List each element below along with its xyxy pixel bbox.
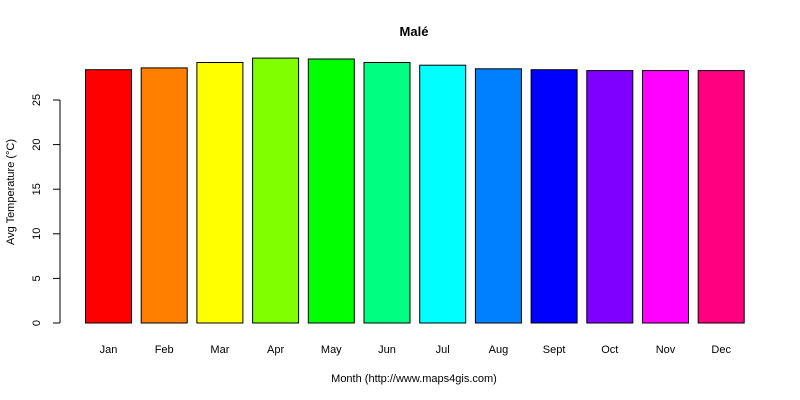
bar-jun bbox=[363, 62, 411, 324]
bar-may bbox=[307, 58, 355, 324]
y-axis: 0 5 10 15 20 25 bbox=[31, 94, 61, 326]
bar-oct bbox=[586, 70, 634, 324]
bar-jul bbox=[419, 64, 467, 324]
bars-group bbox=[85, 57, 745, 324]
bar-aug bbox=[474, 68, 522, 324]
y-tick-label-0: 0 bbox=[31, 320, 43, 326]
x-tick-label-jan: Jan bbox=[100, 344, 118, 356]
chart-title: Malé bbox=[400, 24, 429, 39]
x-tick-label-nov: Nov bbox=[656, 344, 676, 356]
bar-mar bbox=[196, 62, 244, 324]
x-tick-label-mar: Mar bbox=[210, 344, 229, 356]
y-axis-label: Avg Temperature (°C) bbox=[5, 139, 17, 245]
y-tick-label-25: 25 bbox=[31, 94, 43, 106]
bar-jan bbox=[85, 69, 132, 324]
y-tick-label-10: 10 bbox=[31, 228, 43, 240]
x-tick-labels: Jan Feb Mar Apr May Jun Jul Aug Sept Oct Nov Dec bbox=[100, 344, 732, 356]
bar-nov bbox=[642, 70, 689, 324]
x-tick-label-apr: Apr bbox=[267, 344, 284, 356]
x-tick-label-oct: Oct bbox=[601, 344, 618, 356]
y-tick-label-5: 5 bbox=[31, 275, 43, 281]
bar-apr bbox=[252, 57, 300, 324]
y-tick-label-20: 20 bbox=[31, 138, 43, 150]
x-tick-label-aug: Aug bbox=[489, 344, 509, 356]
x-tick-label-jul: Jul bbox=[436, 344, 450, 356]
bar-sept bbox=[530, 69, 578, 324]
bar-dec bbox=[697, 70, 745, 324]
x-tick-label-jun: Jun bbox=[378, 344, 396, 356]
x-axis-label: Month (http://www.maps4gis.com) bbox=[331, 373, 497, 385]
y-tick-label-15: 15 bbox=[31, 183, 43, 195]
x-tick-label-sept: Sept bbox=[543, 344, 566, 356]
x-tick-label-may: May bbox=[321, 344, 342, 356]
x-tick-label-feb: Feb bbox=[155, 344, 174, 356]
bar-feb bbox=[140, 67, 188, 324]
x-tick-label-dec: Dec bbox=[711, 344, 731, 356]
